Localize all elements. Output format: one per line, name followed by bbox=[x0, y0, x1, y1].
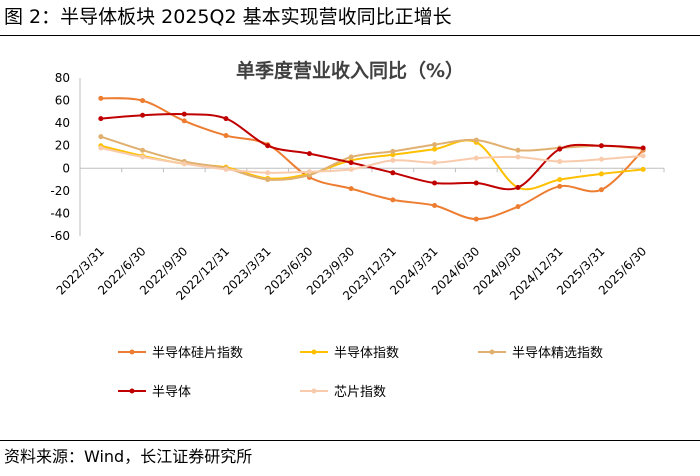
data-point bbox=[598, 143, 604, 149]
legend-marker bbox=[129, 388, 135, 394]
data-point bbox=[598, 171, 604, 177]
legend-marker bbox=[311, 388, 317, 394]
data-point bbox=[181, 161, 187, 167]
data-point bbox=[223, 133, 229, 139]
legend-marker bbox=[489, 349, 495, 355]
data-point bbox=[265, 143, 271, 149]
data-point bbox=[473, 180, 479, 186]
chart-title: 单季度营业收入同比（%） bbox=[236, 59, 464, 82]
series-4 bbox=[98, 111, 646, 191]
data-point bbox=[432, 160, 438, 166]
data-point bbox=[223, 166, 229, 172]
data-point bbox=[98, 145, 104, 151]
data-point bbox=[598, 156, 604, 162]
data-point bbox=[515, 204, 521, 210]
legend-label: 半导体硅片指数 bbox=[152, 346, 243, 361]
data-point bbox=[557, 146, 563, 152]
data-point bbox=[140, 147, 146, 153]
data-point bbox=[140, 112, 146, 118]
series-line bbox=[100, 135, 644, 181]
x-tick-labels: 2022/3/312022/6/302022/9/302022/12/31202… bbox=[54, 244, 650, 303]
top-rule bbox=[0, 35, 700, 36]
data-point bbox=[306, 169, 312, 175]
bottom-rule bbox=[0, 440, 700, 441]
legend-label: 半导体精选指数 bbox=[512, 346, 603, 361]
data-point bbox=[390, 157, 396, 163]
y-tick-label: 40 bbox=[55, 116, 70, 130]
data-point bbox=[598, 187, 604, 193]
data-point bbox=[181, 118, 187, 124]
y-tick-labels: 80 60 40 20 0 -20 -40 -60 bbox=[50, 71, 70, 243]
data-point bbox=[265, 170, 271, 176]
data-point bbox=[348, 160, 354, 166]
data-point bbox=[473, 155, 479, 161]
legend-item: 半导体精选指数 bbox=[478, 346, 603, 361]
legend-item: 半导体 bbox=[118, 385, 191, 400]
legend-item: 芯片指数 bbox=[300, 385, 386, 400]
data-point bbox=[140, 154, 146, 160]
data-point bbox=[348, 154, 354, 160]
data-point bbox=[557, 183, 563, 189]
data-point bbox=[473, 216, 479, 222]
data-point bbox=[140, 98, 146, 104]
data-point bbox=[390, 148, 396, 154]
series-3 bbox=[98, 134, 646, 183]
legend-item: 半导体硅片指数 bbox=[118, 346, 243, 361]
series-line bbox=[100, 112, 644, 191]
data-point bbox=[557, 159, 563, 165]
data-point bbox=[432, 146, 438, 152]
legend-item: 半导体指数 bbox=[300, 346, 399, 361]
data-point bbox=[557, 177, 563, 183]
data-point bbox=[473, 137, 479, 143]
data-point bbox=[98, 116, 104, 122]
data-point bbox=[306, 151, 312, 157]
data-point bbox=[348, 166, 354, 172]
legend-label: 半导体 bbox=[152, 385, 191, 400]
y-tick-label: 20 bbox=[55, 139, 70, 153]
data-point bbox=[515, 184, 521, 190]
series-5 bbox=[98, 145, 646, 176]
data-point bbox=[640, 145, 646, 151]
data-point bbox=[515, 154, 521, 160]
figure-title: 图 2：半导体板块 2025Q2 基本实现营收同比正增长 bbox=[4, 6, 452, 28]
data-point bbox=[181, 111, 187, 117]
data-point bbox=[390, 170, 396, 176]
y-tick-label: 0 bbox=[62, 161, 70, 175]
series-line bbox=[100, 97, 644, 221]
data-point bbox=[640, 166, 646, 172]
data-point bbox=[432, 142, 438, 148]
y-tick-label: 80 bbox=[55, 71, 70, 85]
data-point bbox=[432, 180, 438, 186]
data-point bbox=[432, 203, 438, 209]
source-note: 资料来源：Wind，长江证券研究所 bbox=[4, 447, 253, 466]
data-point bbox=[98, 134, 104, 140]
y-tick-label: 60 bbox=[55, 94, 70, 108]
legend-marker bbox=[311, 349, 317, 355]
series-lines bbox=[98, 95, 646, 222]
series-line bbox=[100, 147, 644, 174]
data-point bbox=[515, 147, 521, 153]
y-tick-label: -20 bbox=[50, 184, 70, 198]
y-tick-label: -60 bbox=[50, 229, 70, 243]
line-chart: 单季度营业收入同比（%） 2022/3/312022/6/302022/9/30… bbox=[50, 59, 665, 400]
legend-label: 半导体指数 bbox=[334, 346, 399, 361]
data-point bbox=[640, 153, 646, 159]
data-point bbox=[265, 177, 271, 183]
data-point bbox=[348, 186, 354, 192]
legend-label: 芯片指数 bbox=[334, 385, 386, 400]
legend-marker bbox=[129, 349, 135, 355]
data-point bbox=[98, 95, 104, 101]
y-tick-label: -40 bbox=[50, 206, 70, 220]
data-point bbox=[223, 116, 229, 122]
data-point bbox=[390, 197, 396, 203]
